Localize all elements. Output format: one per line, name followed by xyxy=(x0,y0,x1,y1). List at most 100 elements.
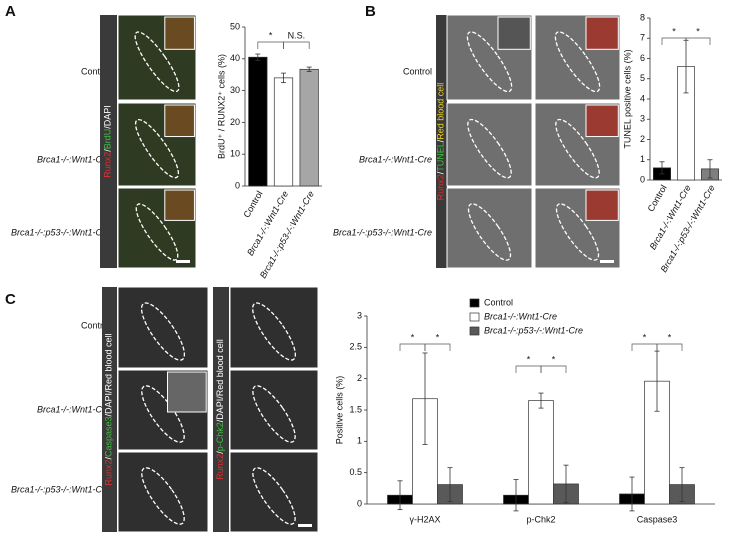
y-tick-label: 2 xyxy=(357,373,362,383)
inset xyxy=(585,189,619,221)
error-bar xyxy=(679,467,685,502)
stain-part: /DAPI xyxy=(103,105,113,129)
region-outline xyxy=(140,302,186,361)
y-tick-label: 4 xyxy=(640,93,645,103)
significance-bracket xyxy=(631,343,658,351)
x-tick-label: p-Chk2 xyxy=(526,514,555,524)
significance-label: * xyxy=(552,354,556,364)
y-tick-label: 1.5 xyxy=(349,404,362,414)
inset xyxy=(164,104,195,138)
stain-part: Caspase3 xyxy=(104,416,114,457)
region-outline xyxy=(135,203,179,261)
y-tick-label: 0 xyxy=(357,498,362,508)
stain-label: Runx2/Caspase3/DAPI/Red blood cell xyxy=(104,333,114,485)
x-tick-label: Caspase3 xyxy=(637,514,678,524)
y-axis-label: TUNEL positive cells (%) xyxy=(622,49,632,148)
stain-part: / xyxy=(436,139,446,142)
micrograph xyxy=(117,286,209,369)
y-tick-label: 30 xyxy=(230,85,240,95)
y-tick-label: 2 xyxy=(640,134,645,144)
region-outline xyxy=(467,203,512,261)
region-outline xyxy=(252,302,296,361)
y-tick-label: 3 xyxy=(640,114,645,124)
error-bar xyxy=(538,392,544,409)
micrograph xyxy=(229,286,319,369)
x-tick-label: γ-H2AX xyxy=(409,514,440,524)
legend-swatch xyxy=(469,326,480,336)
row-label: Control xyxy=(81,320,110,330)
micrograph xyxy=(229,451,319,533)
significance-label: * xyxy=(643,332,647,342)
y-tick-label: 1 xyxy=(357,436,362,446)
stain-label: Runx2/BrdU/DAPI xyxy=(103,105,113,178)
y-tick-label: 10 xyxy=(230,149,240,159)
row-label: Brca1-/-:p53-/-:Wnt1-Cre xyxy=(333,227,432,237)
stain-part: BrdU xyxy=(103,129,113,150)
stain-part: / xyxy=(104,457,114,460)
region-outline xyxy=(134,118,180,179)
y-tick-label: 1 xyxy=(640,154,645,164)
significance-bracket xyxy=(685,37,711,45)
region-outline xyxy=(466,31,513,93)
bar xyxy=(528,400,554,505)
error-bar xyxy=(447,467,453,502)
stain-part: TUNEL xyxy=(436,142,446,172)
significance-bracket xyxy=(661,37,687,45)
row-label: Brca1-/-:Wnt1-Cre xyxy=(37,154,110,164)
stain-strip xyxy=(213,287,229,532)
x-tick-label: Control xyxy=(241,189,264,219)
significance-label: * xyxy=(436,332,440,342)
significance-label: * xyxy=(411,332,415,342)
y-tick-label: 0 xyxy=(235,180,240,190)
significance-bracket xyxy=(540,365,567,373)
stain-part: / xyxy=(103,149,113,152)
stain-part: /DAPI/Red blood cell xyxy=(104,333,114,416)
significance-label: * xyxy=(668,332,672,342)
y-tick-label: 6 xyxy=(640,53,645,63)
inset xyxy=(585,104,619,138)
error-bar xyxy=(563,464,569,504)
legend-swatch xyxy=(469,298,480,308)
y-axis-label: BrdU⁺ / RUNX2⁺ cells (%) xyxy=(216,54,226,159)
error-bar xyxy=(629,476,635,512)
row-label: Control xyxy=(81,66,110,76)
bar xyxy=(299,68,319,187)
error-bar xyxy=(306,66,312,72)
significance-bracket xyxy=(399,343,426,351)
y-tick-label: 7 xyxy=(640,33,645,43)
micrograph xyxy=(446,102,533,187)
stain-part: p-Chk2 xyxy=(215,422,225,451)
significance-label: * xyxy=(696,26,700,36)
legend-label: Control xyxy=(484,297,513,307)
significance-bracket xyxy=(515,365,542,373)
region-outline xyxy=(252,385,296,443)
region-outline xyxy=(555,203,600,261)
bar xyxy=(248,56,268,187)
scale-bar xyxy=(176,260,190,263)
significance-label: * xyxy=(672,26,676,36)
stain-strip xyxy=(436,15,447,268)
stain-strip xyxy=(100,15,117,268)
region-outline xyxy=(252,467,296,525)
inset xyxy=(164,16,195,50)
y-tick-label: 5 xyxy=(640,73,645,83)
error-bar xyxy=(707,159,713,179)
bar xyxy=(273,77,294,187)
y-tick-label: 0 xyxy=(640,174,645,184)
y-tick-label: 0.5 xyxy=(349,467,362,477)
inset xyxy=(497,16,531,50)
error-bar xyxy=(397,480,403,511)
significance-bracket xyxy=(283,41,310,49)
row-label: Brca1-/-:Wnt1-Cre xyxy=(37,404,110,414)
error-bar xyxy=(513,479,519,512)
error-bar xyxy=(654,350,660,412)
stain-part: /DAPI/Red blood cell xyxy=(215,339,225,422)
micrograph xyxy=(446,187,533,269)
y-tick-label: 8 xyxy=(640,12,645,22)
error-bar xyxy=(659,161,665,175)
panel-letter: A xyxy=(5,3,16,20)
region-outline xyxy=(134,31,180,93)
region-outline xyxy=(555,118,600,179)
stain-part: Runx2 xyxy=(104,460,114,486)
stain-part: / xyxy=(436,171,446,174)
